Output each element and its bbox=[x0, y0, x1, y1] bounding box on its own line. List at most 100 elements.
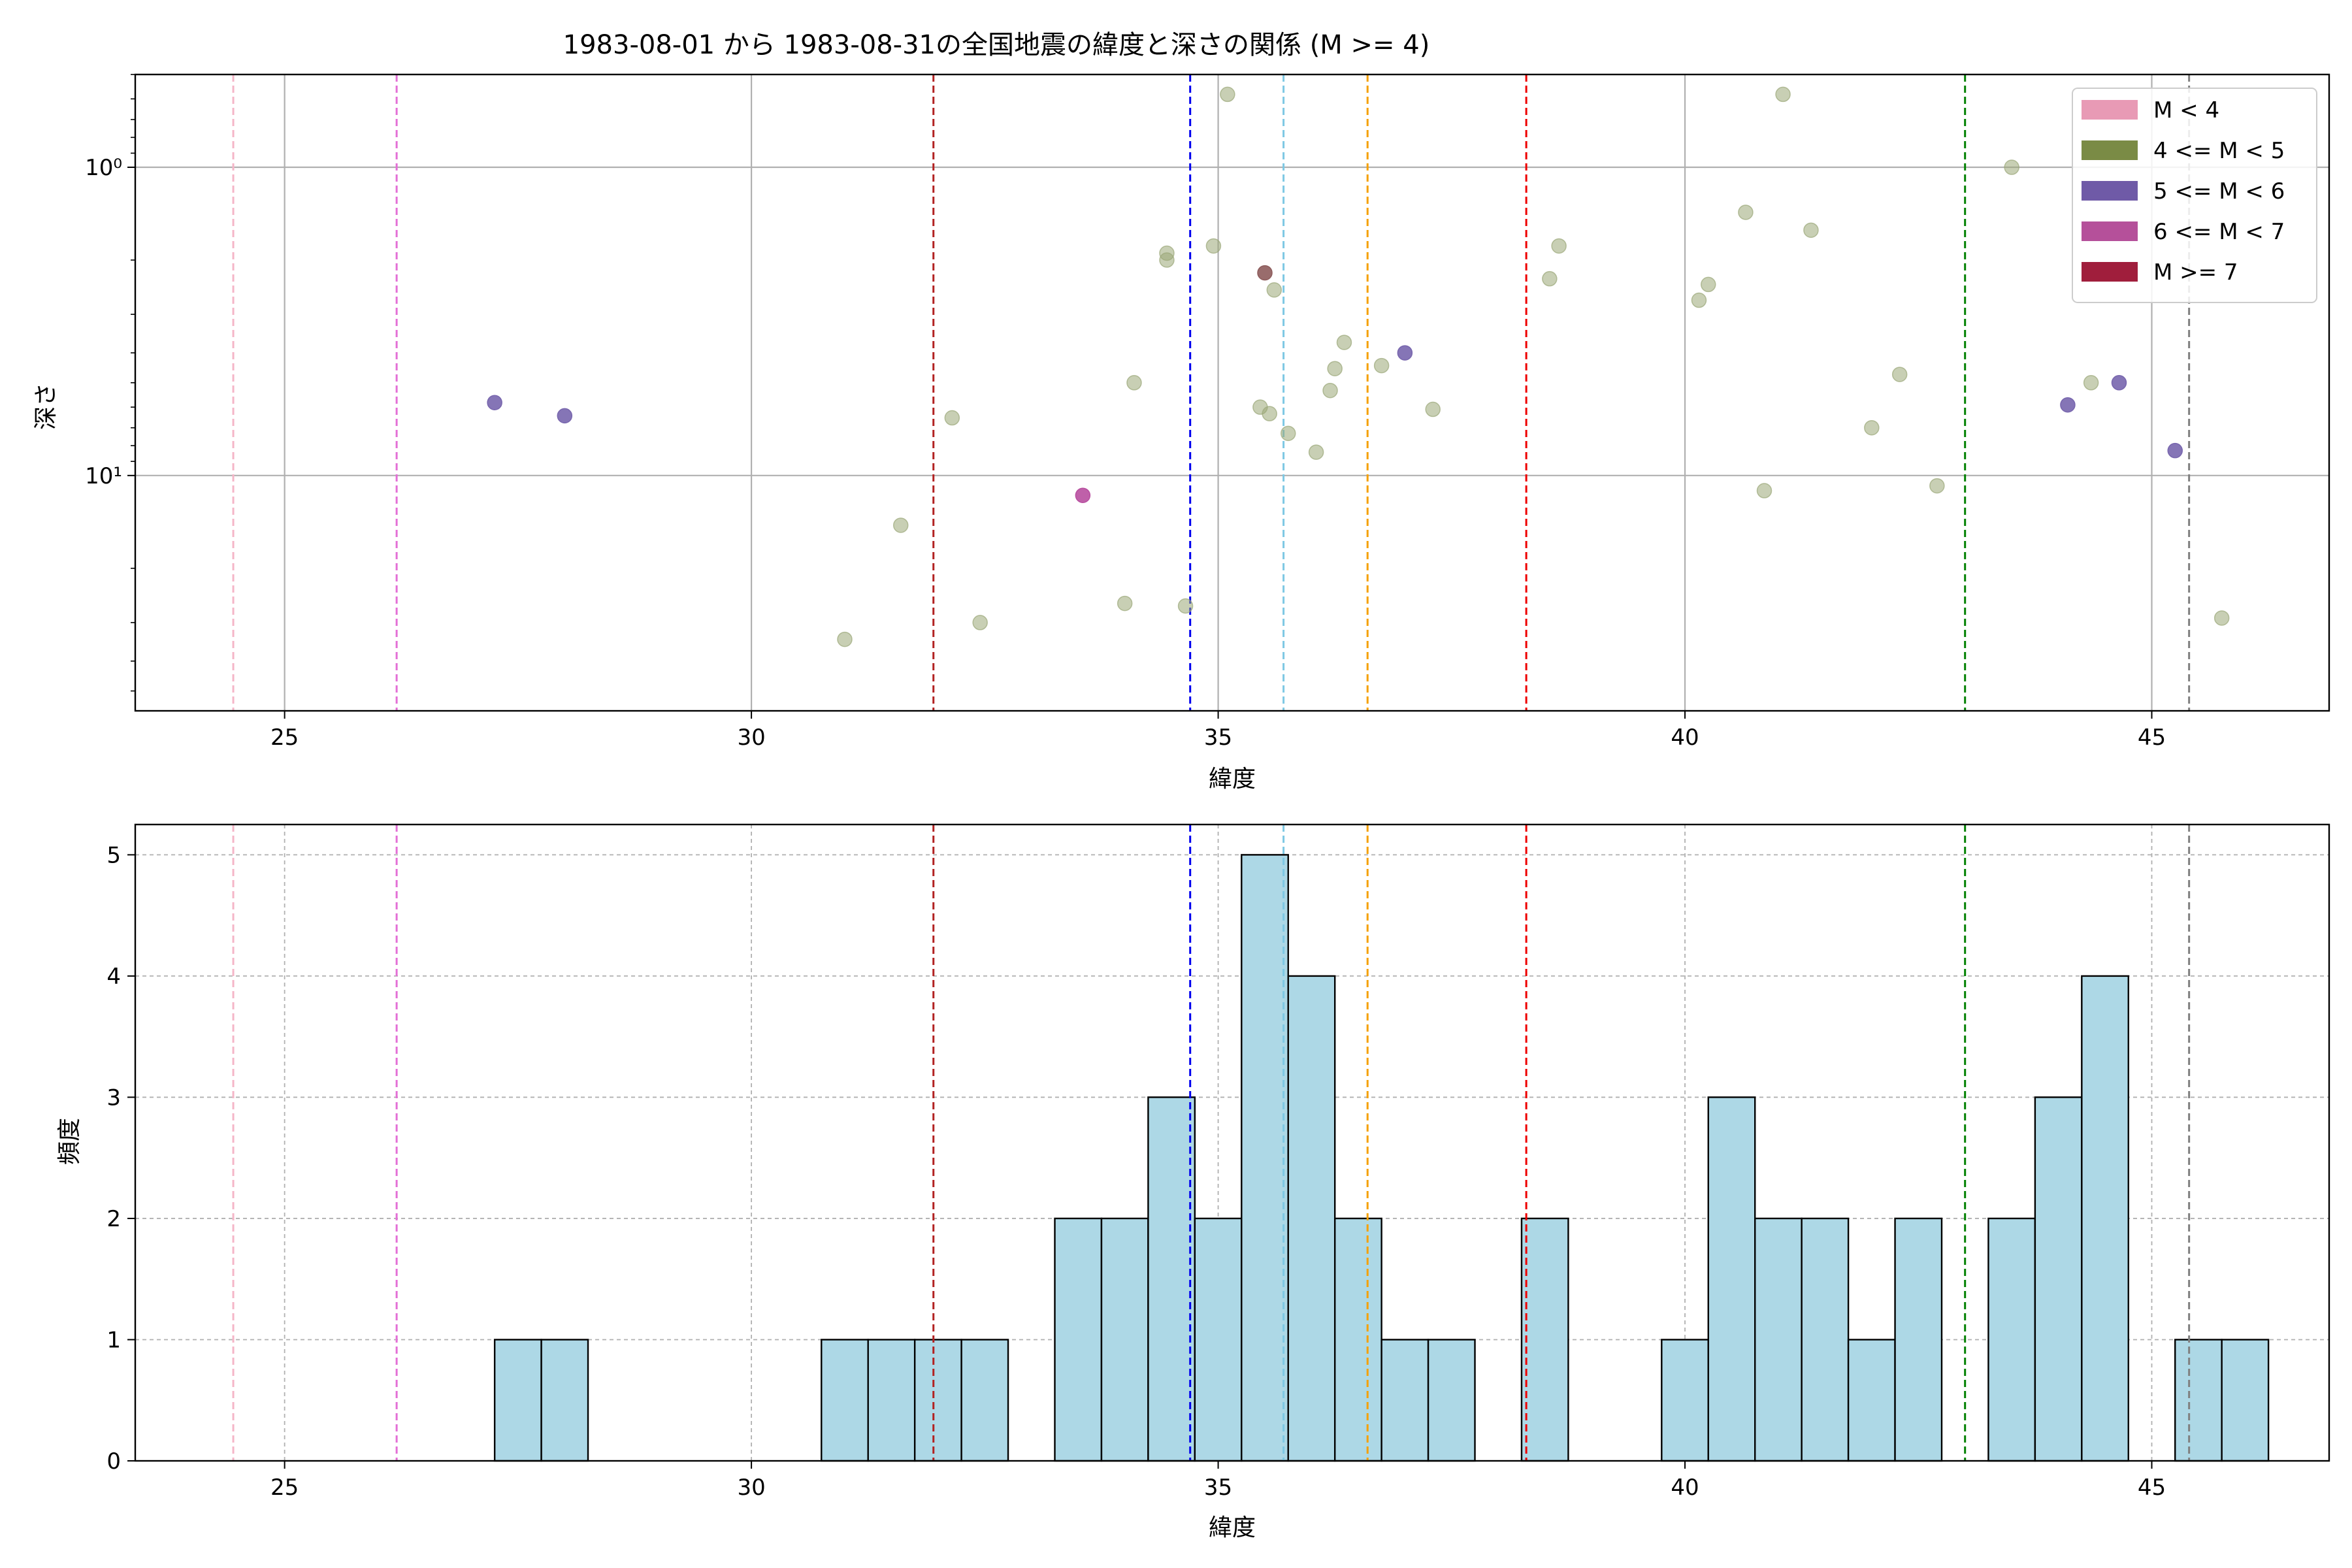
histogram-y-tick-label: 4 bbox=[106, 964, 121, 990]
histogram-x-tick-label: 25 bbox=[270, 1475, 299, 1501]
histogram-bar bbox=[1287, 975, 1336, 1462]
histogram-y-axis-label: 頻度 bbox=[56, 1118, 83, 1165]
scatter-point bbox=[1803, 222, 1819, 238]
histogram-bar bbox=[913, 1339, 962, 1462]
scatter-x-axis-label: 緯度 bbox=[1209, 766, 1256, 792]
legend-swatch bbox=[2082, 221, 2138, 241]
legend-entry-label: 4 <= M < 5 bbox=[2153, 138, 2285, 164]
scatter-point bbox=[972, 615, 988, 630]
histogram-bar bbox=[493, 1339, 542, 1462]
histogram-y-tick-label: 5 bbox=[106, 842, 121, 868]
histogram-x-tick-label: 40 bbox=[1671, 1475, 1699, 1501]
histogram-bar bbox=[1427, 1339, 1476, 1462]
scatter-point bbox=[1691, 292, 1707, 308]
histogram-bar bbox=[1661, 1339, 1709, 1462]
histogram-bar bbox=[1847, 1339, 1896, 1462]
scatter-point bbox=[2004, 159, 2019, 175]
legend-entry-label: M >= 7 bbox=[2153, 259, 2238, 286]
histogram-bar bbox=[1987, 1217, 2036, 1462]
histogram-bar bbox=[1380, 1339, 1429, 1462]
scatter-axes-frame bbox=[134, 73, 2330, 712]
scatter-point bbox=[2213, 610, 2230, 626]
histogram-bar bbox=[2221, 1339, 2270, 1462]
scatter-point bbox=[487, 395, 502, 410]
histogram-bar bbox=[821, 1339, 869, 1462]
scatter-point bbox=[837, 631, 853, 647]
scatter-y-tick-label: 10¹ bbox=[85, 463, 122, 489]
legend-swatch bbox=[2082, 262, 2138, 282]
histogram-y-tick-label: 2 bbox=[106, 1206, 121, 1232]
scatter-x-tick-label: 45 bbox=[2138, 725, 2166, 751]
legend-swatch bbox=[2082, 100, 2138, 120]
scatter-point bbox=[1864, 419, 1880, 436]
scatter-point bbox=[944, 410, 960, 426]
scatter-point bbox=[1929, 478, 1945, 494]
histogram-y-tick-label: 1 bbox=[106, 1327, 121, 1353]
scatter-panel: 1983-08-01 から 1983-08-31の全国地震の緯度と深さの関係 (… bbox=[33, 30, 2330, 792]
scatter-point bbox=[1397, 345, 1413, 361]
histogram-bar bbox=[1333, 1217, 1382, 1462]
scatter-point bbox=[1775, 86, 1791, 103]
scatter-point bbox=[1701, 276, 1716, 293]
scatter-point bbox=[1308, 444, 1324, 460]
scatter-point bbox=[1542, 270, 1558, 287]
scatter-y-axis-label: 深さ bbox=[33, 383, 59, 430]
legend-swatch bbox=[2082, 140, 2138, 160]
scatter-point bbox=[1257, 265, 1273, 281]
scatter-x-tick-label: 25 bbox=[270, 725, 299, 751]
histogram-bar bbox=[2034, 1096, 2083, 1462]
scatter-point bbox=[1220, 86, 1235, 103]
legend-entry-label: M < 4 bbox=[2153, 97, 2219, 123]
scatter-legend: M < 4 4 <= M < 5 5 <= M < 6 6 <= M < 7 M >= … bbox=[2072, 88, 2317, 303]
scatter-point bbox=[2111, 375, 2127, 391]
scatter-point bbox=[1756, 483, 1772, 498]
histogram-axes-frame bbox=[134, 823, 2330, 1462]
scatter-point bbox=[1266, 282, 1282, 298]
histogram-x-tick-label: 45 bbox=[2138, 1475, 2166, 1501]
scatter-x-tick-label: 40 bbox=[1671, 725, 1699, 751]
histogram-bar bbox=[1894, 1217, 1943, 1462]
histogram-bar bbox=[1801, 1217, 1850, 1462]
scatter-point bbox=[1738, 204, 1754, 220]
scatter-point bbox=[1322, 382, 1338, 399]
scatter-point bbox=[1425, 401, 1441, 417]
histogram-bar bbox=[960, 1339, 1009, 1462]
scatter-point bbox=[1126, 375, 1142, 391]
scatter-point bbox=[892, 517, 909, 533]
scatter-point bbox=[1177, 598, 1194, 614]
legend-entry-label: 5 <= M < 6 bbox=[2153, 178, 2285, 204]
histogram-bar bbox=[1194, 1217, 1243, 1462]
scatter-point bbox=[2060, 397, 2076, 413]
scatter-point bbox=[1373, 357, 1390, 374]
histogram-x-tick-label: 30 bbox=[737, 1475, 765, 1501]
scatter-point bbox=[2167, 442, 2183, 459]
histogram-x-tick-label: 35 bbox=[1204, 1475, 1232, 1501]
scatter-point bbox=[1159, 252, 1175, 268]
histogram-bar bbox=[867, 1339, 916, 1462]
scatter-point bbox=[557, 408, 573, 424]
histogram-bar bbox=[2174, 1339, 2223, 1462]
histogram-y-tick-label: 3 bbox=[106, 1085, 121, 1111]
histogram-bar bbox=[1100, 1217, 1149, 1462]
scatter-point bbox=[1551, 238, 1567, 254]
histogram-bar bbox=[1754, 1217, 1803, 1462]
histogram-x-axis-label: 緯度 bbox=[1209, 1514, 1256, 1541]
histogram-bar bbox=[1054, 1217, 1103, 1462]
scatter-point bbox=[1336, 335, 1352, 350]
scatter-point bbox=[1891, 367, 1908, 382]
scatter-point bbox=[1280, 425, 1296, 442]
scatter-point bbox=[2083, 375, 2099, 391]
scatter-x-tick-label: 30 bbox=[737, 725, 765, 751]
scatter-point bbox=[1327, 361, 1343, 376]
histogram-bar bbox=[2081, 975, 2129, 1462]
histogram-bar bbox=[1707, 1096, 1756, 1462]
scatter-title: 1983-08-01 から 1983-08-31の全国地震の緯度と深さの関係 (… bbox=[563, 30, 1430, 60]
legend-entry-label: 6 <= M < 7 bbox=[2153, 219, 2285, 245]
histogram-y-tick-label: 0 bbox=[106, 1448, 121, 1475]
histogram-bar bbox=[1241, 854, 1289, 1462]
scatter-y-tick-label: 10⁰ bbox=[85, 155, 122, 181]
histogram-bar bbox=[540, 1339, 589, 1462]
scatter-point bbox=[1205, 238, 1222, 254]
